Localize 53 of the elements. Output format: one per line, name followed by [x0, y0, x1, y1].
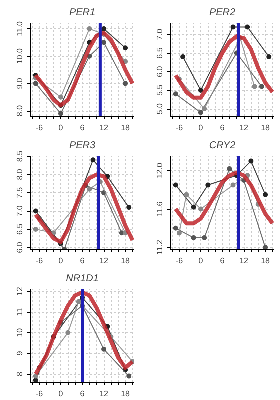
x-tick-label: 6	[220, 256, 226, 266]
x-tick-label: 0	[198, 256, 204, 266]
y-tick-label: 9.0	[16, 78, 24, 90]
x-tick-label: -6	[176, 124, 184, 132]
x-tick-label: -6	[176, 256, 184, 266]
x-tick-label: 0	[198, 124, 204, 132]
y-tick-label: 8.5	[16, 150, 24, 162]
y-tick-label: 8.0	[16, 104, 24, 117]
x-tick-label: 12	[240, 256, 250, 266]
y-tick-label: 11.0	[16, 20, 24, 36]
x-tick-label: 12	[100, 124, 110, 132]
x-tick-label: -6	[36, 390, 44, 398]
chart-title: PER1	[69, 8, 96, 18]
y-tick-label: 8	[16, 371, 24, 376]
y-tick-label: 9	[16, 350, 24, 356]
y-tick-label: 11	[16, 308, 24, 316]
x-tick-label: -6	[36, 124, 44, 132]
y-tick-label: 7.0	[16, 205, 24, 217]
y-tick-label: 7.0	[156, 28, 164, 40]
chart-title: PER2	[209, 8, 236, 18]
y-tick-label: 10	[16, 328, 24, 338]
y-tick-label: 7.5	[16, 186, 24, 199]
y-tick-label: 6.5	[156, 47, 164, 59]
x-tick-label: 12	[240, 124, 250, 132]
x-tick-label: 12	[100, 390, 110, 398]
x-tick-label: 18	[121, 256, 131, 266]
y-tick-label: 5.5	[156, 84, 164, 96]
y-tick-label: 6.5	[16, 223, 24, 235]
x-tick-label: 0	[58, 390, 64, 398]
x-tick-label: 18	[121, 390, 131, 398]
y-tick-label: 6.0	[16, 242, 24, 254]
y-tick-label: 11.6	[156, 201, 164, 217]
chart-title: CRY2	[209, 140, 236, 152]
x-tick-label: 18	[121, 124, 131, 132]
chart-title: NR1D1	[66, 274, 99, 284]
y-tick-label: 12.0	[156, 162, 164, 179]
x-tick-label: 12	[100, 256, 110, 266]
y-tick-label: 12	[16, 286, 24, 296]
chart-title: PER3	[69, 140, 96, 152]
x-tick-label: 6	[220, 124, 226, 132]
x-tick-label: -6	[36, 256, 44, 266]
y-tick-label: 5.0	[156, 102, 164, 115]
y-tick-label: 8.0	[16, 168, 24, 180]
y-tick-label: 6.0	[156, 66, 164, 78]
x-tick-label: 6	[80, 124, 86, 132]
x-tick-label: 18	[261, 124, 271, 132]
x-tick-label: 6	[80, 390, 86, 398]
x-tick-label: 0	[58, 256, 64, 266]
x-tick-label: 18	[261, 256, 271, 266]
x-tick-label: 0	[58, 124, 64, 132]
y-tick-label: 10.0	[16, 48, 24, 64]
y-tick-label: 11.2	[156, 240, 164, 256]
x-tick-label: 6	[80, 256, 86, 266]
